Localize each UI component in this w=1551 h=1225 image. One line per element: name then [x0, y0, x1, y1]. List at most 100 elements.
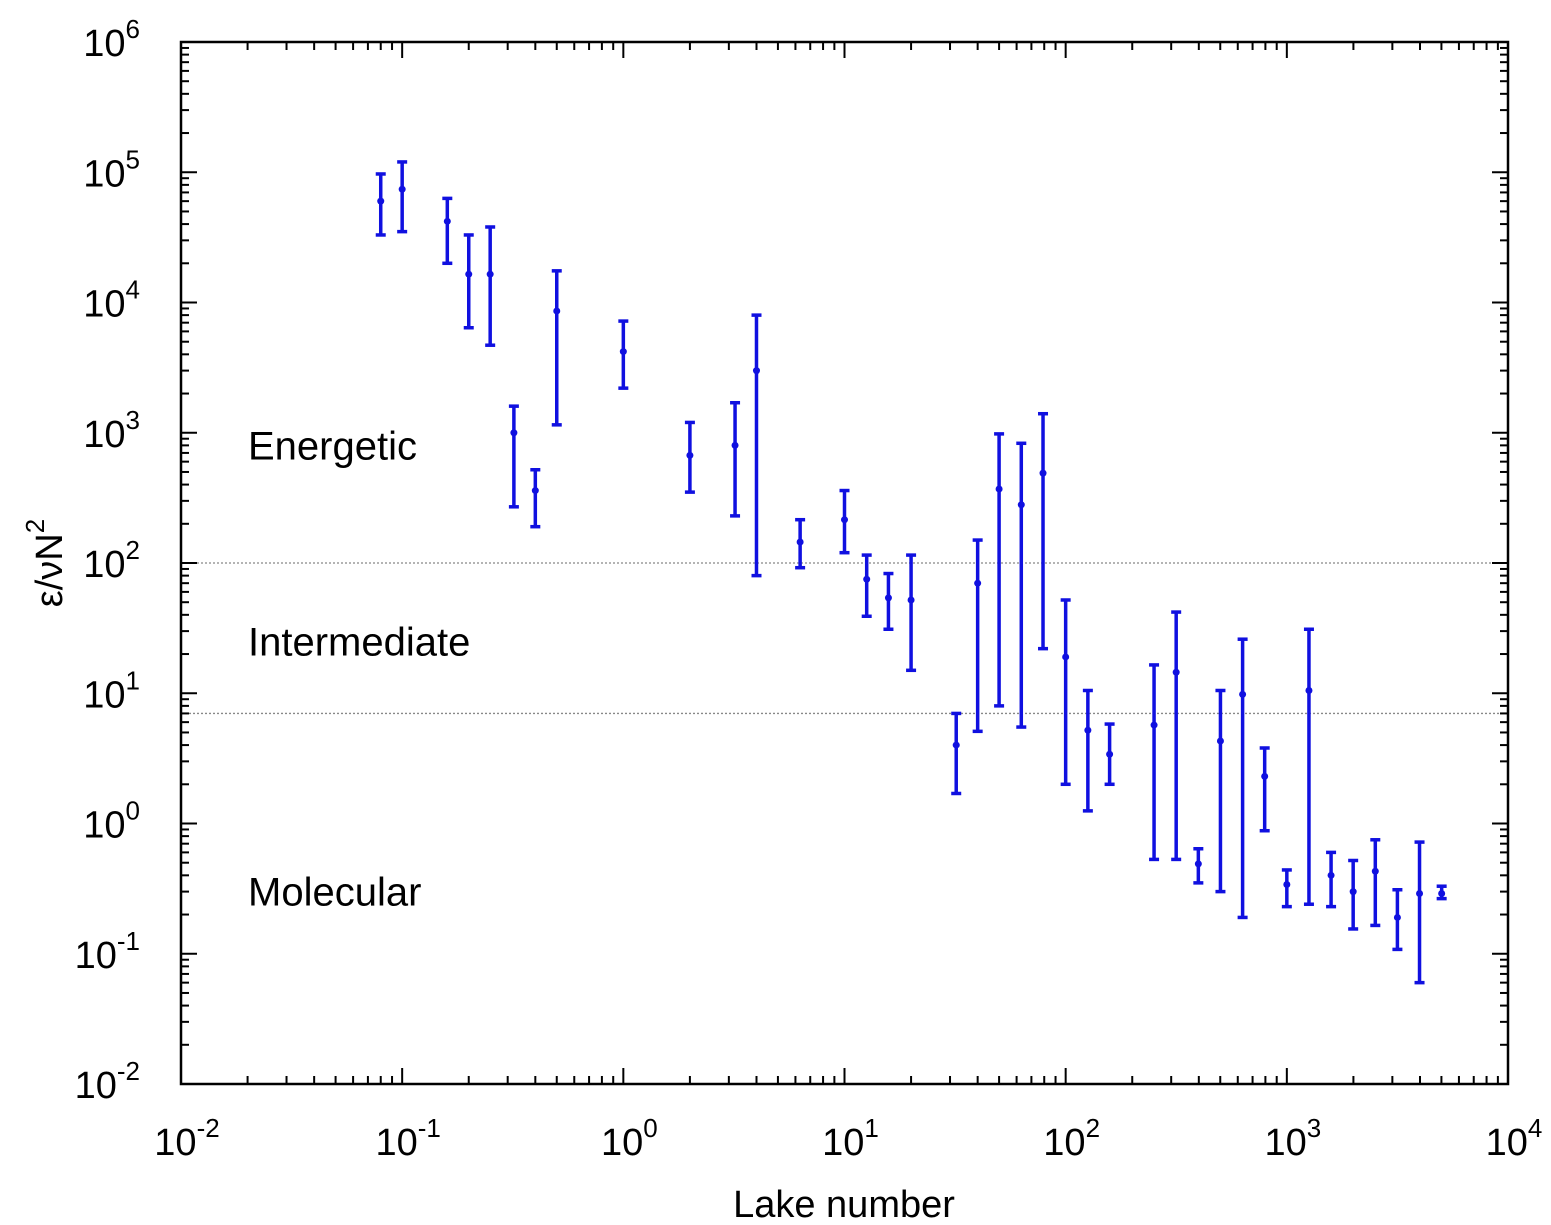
y-tick-label-base: 10	[75, 935, 117, 977]
point-marker	[1239, 690, 1247, 698]
region-label: Intermediate	[248, 620, 470, 664]
data-point	[1082, 688, 1093, 813]
data-series	[375, 160, 1447, 985]
x-tick-label: 104	[1486, 1113, 1543, 1164]
point-marker	[1039, 469, 1047, 477]
data-point	[972, 538, 983, 734]
data-point	[1370, 838, 1381, 928]
point-marker	[1194, 860, 1202, 868]
y-tick-label-base: 10	[83, 414, 125, 456]
data-point	[1237, 637, 1248, 920]
x-axis-title: Lake number	[733, 1184, 955, 1225]
point-marker	[863, 575, 871, 583]
y-axis-title-sup: 2	[20, 519, 50, 533]
data-point	[463, 233, 474, 330]
y-tick-label: 105	[83, 144, 140, 195]
y-tick-label: 106	[83, 14, 140, 65]
point-marker	[907, 596, 915, 604]
point-marker	[752, 367, 760, 375]
x-tick-label: 103	[1264, 1113, 1321, 1164]
data-point	[1348, 858, 1359, 931]
point-marker	[1261, 772, 1269, 780]
data-point	[1215, 688, 1226, 894]
data-point	[1038, 411, 1049, 651]
x-tick-label-base: 10	[1486, 1122, 1528, 1164]
y-tick-label: 101	[83, 665, 140, 716]
data-point	[839, 488, 850, 555]
y-axis-title-base: ε/νN	[29, 533, 71, 607]
data-point	[883, 571, 894, 632]
point-marker	[995, 485, 1003, 493]
x-tick-label: 100	[601, 1113, 658, 1164]
x-tick-label-base: 10	[154, 1122, 196, 1164]
point-marker	[1017, 501, 1025, 509]
y-tick-label-base: 10	[83, 674, 125, 716]
data-point	[1171, 610, 1182, 862]
point-marker	[952, 741, 960, 749]
data-point	[1259, 746, 1270, 833]
y-tick-label-base: 10	[75, 1065, 117, 1107]
data-point	[1016, 441, 1027, 729]
data-point	[551, 269, 562, 427]
point-marker	[443, 217, 451, 225]
point-marker	[1150, 721, 1158, 729]
point-marker	[1416, 890, 1424, 898]
data-point	[1149, 663, 1160, 862]
data-point	[861, 553, 872, 619]
point-marker	[686, 451, 694, 459]
x-tick-label-base: 10	[822, 1122, 864, 1164]
x-tick-label-base: 10	[1264, 1122, 1306, 1164]
y-tick-label: 102	[83, 535, 140, 586]
data-point	[530, 467, 541, 529]
y-tick-label: 100	[83, 796, 140, 847]
x-tick-label: 101	[822, 1113, 879, 1164]
y-tick-label-base: 10	[83, 23, 125, 65]
data-point	[375, 172, 386, 237]
data-point	[442, 196, 453, 266]
x-tick-label-exp: -1	[418, 1113, 441, 1143]
y-tick-label-base: 10	[83, 153, 125, 195]
tick-labels: 10-2 10-1 100 101 102 103 10410-210-1100101102…	[75, 14, 1543, 1164]
y-tick-label-exp: -1	[117, 926, 140, 956]
region-labels: Energetic Intermediate Molecular	[248, 424, 470, 914]
data-point	[994, 432, 1005, 708]
y-tick-label-exp: 0	[126, 796, 140, 826]
y-tick-label: 10-2	[75, 1056, 140, 1107]
y-tick-label-exp: -2	[117, 1056, 140, 1086]
point-marker	[619, 348, 627, 356]
point-marker	[731, 441, 739, 449]
point-marker	[398, 185, 406, 193]
y-tick-label-base: 10	[83, 805, 125, 847]
point-marker	[1216, 737, 1224, 745]
point-marker	[1062, 653, 1070, 661]
point-marker	[796, 538, 804, 546]
data-point	[1414, 840, 1425, 985]
x-tick-label-exp: -2	[197, 1113, 220, 1143]
x-tick-label-exp: 4	[1528, 1113, 1542, 1143]
data-point	[1392, 888, 1403, 952]
point-marker	[1438, 890, 1446, 898]
point-marker	[1084, 726, 1092, 734]
x-tick-label-exp: 1	[864, 1113, 878, 1143]
data-point	[751, 313, 762, 578]
data-point	[795, 517, 806, 570]
y-tick-label-exp: 2	[126, 535, 140, 565]
x-tick-label-base: 10	[1043, 1122, 1085, 1164]
point-marker	[884, 594, 892, 602]
data-point	[1193, 846, 1204, 885]
point-marker	[974, 579, 982, 587]
data-point	[1060, 598, 1071, 787]
point-marker	[486, 270, 494, 278]
point-marker	[1393, 913, 1401, 921]
data-point	[1436, 884, 1447, 901]
data-point	[485, 225, 496, 347]
data-point	[951, 711, 962, 796]
y-tick-label-exp: 1	[126, 665, 140, 695]
point-marker	[510, 429, 518, 437]
point-marker	[465, 270, 473, 278]
data-point	[1104, 722, 1115, 787]
point-marker	[1172, 668, 1180, 676]
x-tick-label: 10-1	[375, 1113, 440, 1164]
point-marker	[1283, 881, 1291, 889]
